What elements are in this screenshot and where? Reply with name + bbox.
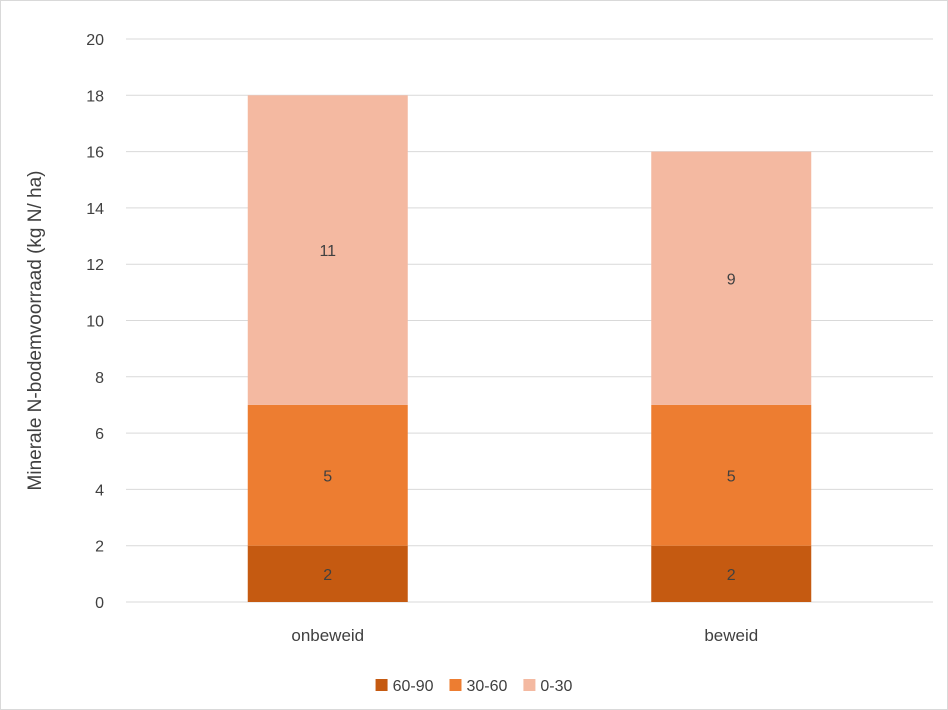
x-category-label-onbeweid: onbeweid <box>291 626 364 645</box>
legend-swatch-30-60 <box>449 679 462 691</box>
y-tick-label-8: 8 <box>95 370 104 387</box>
bar-onbeweid-0-30 <box>247 95 408 405</box>
y-tick-label-4: 4 <box>95 482 104 499</box>
x-category-label-beweid: beweid <box>704 626 758 645</box>
y-tick-label-10: 10 <box>86 314 104 331</box>
legend-label-30-60: 30-60 <box>466 678 507 695</box>
gridlines <box>126 38 933 603</box>
y-axis-ticks: 0 2 4 6 8 10 12 14 16 18 20 <box>86 32 104 612</box>
legend: 60-90 30-60 0-30 <box>375 678 573 695</box>
y-tick-label-16: 16 <box>86 145 104 162</box>
bar-beweid-60-90 <box>651 545 812 602</box>
bar-beweid-0-30 <box>651 151 812 405</box>
data-label-beweid-30-60: 5 <box>727 468 736 485</box>
bar-beweid-30-60 <box>651 404 812 546</box>
y-tick-label-2: 2 <box>95 539 104 556</box>
data-label-beweid-0-30: 9 <box>727 271 736 288</box>
y-tick-label-12: 12 <box>86 257 104 274</box>
data-label-beweid-60-90: 2 <box>727 567 736 584</box>
legend-label-60-90: 60-90 <box>393 678 434 695</box>
bar-onbeweid-30-60 <box>247 404 408 546</box>
bar-onbeweid-60-90 <box>247 545 408 602</box>
bars: 2 5 11 2 5 9 <box>247 95 812 602</box>
y-tick-label-20: 20 <box>86 32 104 49</box>
y-tick-label-6: 6 <box>95 426 104 443</box>
legend-swatch-60-90 <box>375 679 388 691</box>
legend-label-0-30: 0-30 <box>540 678 572 695</box>
y-tick-label-18: 18 <box>86 88 104 105</box>
y-axis-title: Minerale N-bodemvoorraad (kg N/ ha) <box>25 171 46 491</box>
y-tick-label-14: 14 <box>86 201 104 218</box>
legend-swatch-0-30 <box>523 679 536 691</box>
data-label-onbeweid-60-90: 2 <box>323 567 332 584</box>
y-tick-label-0: 0 <box>95 595 104 612</box>
x-axis-categories: onbeweid beweid <box>291 626 758 645</box>
data-label-onbeweid-0-30: 11 <box>319 243 336 260</box>
data-label-onbeweid-30-60: 5 <box>323 468 332 485</box>
